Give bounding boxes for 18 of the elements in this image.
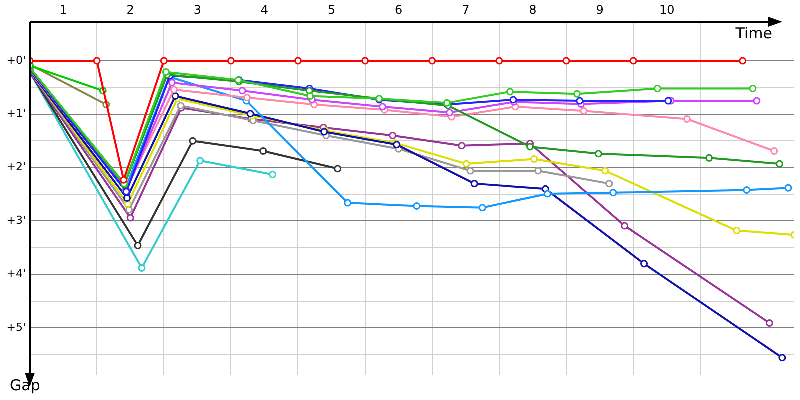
x-tick-label: 4	[260, 2, 269, 17]
x-tick-label: 1	[60, 2, 68, 17]
y-tick-label: +5'	[6, 320, 26, 334]
y-tick-label: +3'	[6, 214, 26, 228]
x-tick-label: 2	[126, 2, 134, 17]
x-tick-label: 10	[659, 2, 675, 17]
y-tick-label: +1'	[6, 107, 26, 120]
y-tick-label: +0'	[6, 54, 26, 67]
x-tick-label: 7	[462, 2, 470, 17]
x-tick-label: 3	[194, 2, 202, 17]
x-tick-label: 9	[596, 2, 604, 17]
y-tick-label: +4'	[6, 267, 26, 280]
y-tick-label: +2'	[6, 160, 26, 174]
x-tick-label: 5	[328, 2, 336, 17]
x-tick-label: 8	[529, 2, 537, 17]
x-axis-title: Time	[734, 24, 772, 42]
x-tick-label: 6	[395, 2, 403, 17]
y-axis-title: Gap	[10, 376, 40, 394]
